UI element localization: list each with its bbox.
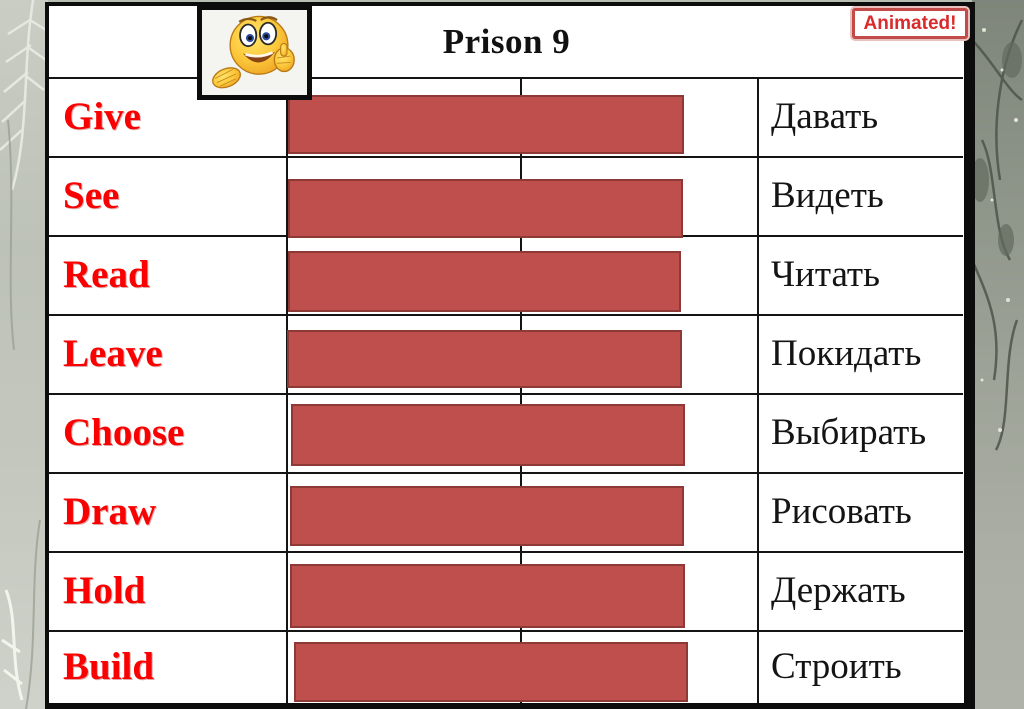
verb-cell: Hold xyxy=(49,551,286,630)
smiley-pointing-icon xyxy=(212,15,295,89)
answer-cover-rect[interactable] xyxy=(290,486,684,546)
translation-label: Видеть xyxy=(771,175,884,216)
verb-label: See xyxy=(63,174,120,217)
jungle-texture-left xyxy=(0,0,48,709)
verb-cell: See xyxy=(49,156,286,235)
jungle-texture-right xyxy=(972,0,1024,709)
translation-cell: Выбирать xyxy=(759,393,963,472)
translation-cell: Покидать xyxy=(759,314,963,393)
verb-cell: Draw xyxy=(49,472,286,551)
answer-cover-rect[interactable] xyxy=(290,564,685,628)
row-divider xyxy=(49,156,963,158)
row-divider xyxy=(49,551,963,553)
verb-cell: Leave xyxy=(49,314,286,393)
translation-cell: Держать xyxy=(759,551,963,630)
verb-cell: Read xyxy=(49,235,286,314)
row-divider xyxy=(49,314,963,316)
translation-cell: Рисовать xyxy=(759,472,963,551)
animated-badge: Animated! xyxy=(852,8,968,39)
translation-label: Покидать xyxy=(771,333,922,374)
verb-label: Leave xyxy=(63,332,163,375)
table-header: Prison 9 xyxy=(49,6,964,77)
slide-title: Prison 9 xyxy=(442,21,571,61)
translation-label: Держать xyxy=(771,570,906,611)
translation-label: Рисовать xyxy=(771,491,912,532)
column-divider xyxy=(520,77,522,703)
verb-label: Hold xyxy=(63,569,146,612)
translation-cell: Давать xyxy=(759,77,963,156)
answer-cover-rect[interactable] xyxy=(294,642,688,702)
verb-label: Draw xyxy=(63,490,157,533)
translation-label: Давать xyxy=(771,96,879,137)
animated-badge-label: Animated! xyxy=(863,12,957,34)
fern-leaves-icon xyxy=(0,0,47,709)
row-divider xyxy=(49,472,963,474)
verb-cell: Build xyxy=(49,630,286,703)
translation-label: Читать xyxy=(771,254,880,295)
column-divider xyxy=(757,77,759,703)
translation-cell: Видеть xyxy=(759,156,963,235)
verb-label: Give xyxy=(63,95,141,138)
verb-cell: Choose xyxy=(49,393,286,472)
answer-cover-rect[interactable] xyxy=(288,179,683,238)
verb-label: Choose xyxy=(63,411,185,454)
row-divider xyxy=(49,77,963,79)
answer-cover-rect[interactable] xyxy=(288,95,684,154)
column-divider xyxy=(286,77,288,703)
row-divider xyxy=(49,630,963,632)
verb-cell: Give xyxy=(49,77,286,156)
answer-cover-rect[interactable] xyxy=(291,404,685,466)
translation-cell: Читать xyxy=(759,235,963,314)
translation-label: Строить xyxy=(771,646,902,687)
verb-label: Read xyxy=(63,253,150,296)
branches-icon xyxy=(972,19,1024,451)
row-divider xyxy=(49,393,963,395)
answer-cover-rect[interactable] xyxy=(288,251,681,312)
verb-label: Build xyxy=(63,645,155,688)
smiley-image-frame xyxy=(197,5,312,100)
answer-cover-rect[interactable] xyxy=(287,330,682,388)
translation-label: Выбирать xyxy=(771,412,927,453)
translation-cell: Строить xyxy=(759,630,963,703)
